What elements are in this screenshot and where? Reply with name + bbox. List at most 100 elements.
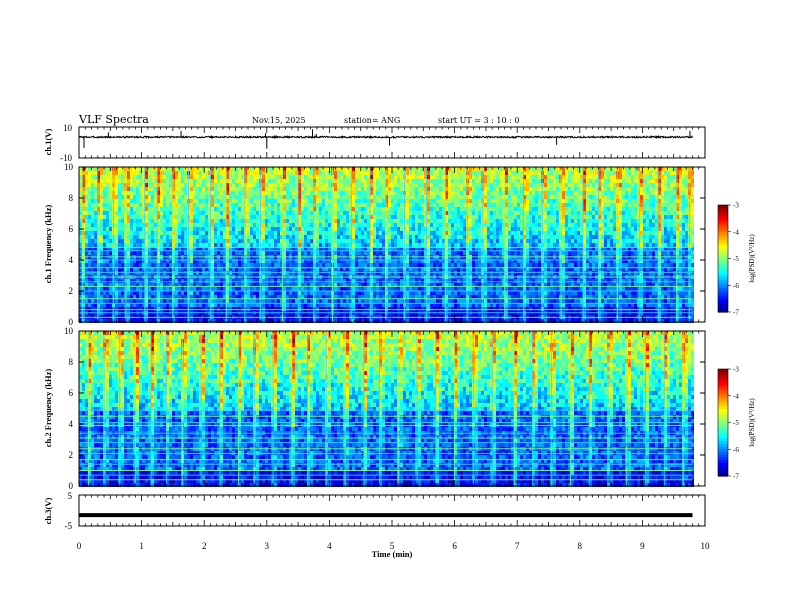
spectrogram-cell (208, 235, 211, 239)
spectrogram-cell (346, 171, 349, 175)
spectrogram-cell (265, 259, 268, 263)
spectrogram-cell (223, 319, 226, 323)
spectrogram-cell (436, 175, 439, 179)
spectrogram-cell (373, 191, 376, 195)
spectrogram-cell (229, 299, 232, 303)
spectrogram-cell (127, 319, 130, 323)
spectrogram-cell (130, 247, 133, 251)
spectrogram-cell (412, 259, 415, 263)
spectrogram-cell (130, 211, 133, 215)
spectrogram-cell (385, 215, 388, 219)
spectrogram-cell (364, 263, 367, 267)
spectrogram-cell (334, 179, 337, 183)
spectrogram-cell (370, 227, 373, 231)
spectrogram-cell (451, 183, 454, 187)
spectrogram-cell (355, 259, 358, 263)
spectrogram-cell (169, 263, 172, 267)
spectrogram-cell (103, 175, 106, 179)
spectrogram-cell (445, 243, 448, 247)
spectrogram-cell (139, 187, 142, 191)
spectrogram-cell (337, 263, 340, 267)
spectrogram-cell (316, 175, 319, 179)
spectrogram-cell (346, 243, 349, 247)
spectrogram-cell (346, 303, 349, 307)
spectrogram-cell (244, 179, 247, 183)
spectrogram-cell (382, 195, 385, 199)
spectrogram-cell (79, 295, 82, 299)
spectrogram-cell (427, 167, 430, 171)
spectrogram-cell (448, 247, 451, 251)
spectrogram-cell (175, 187, 178, 191)
spectrogram-cell (211, 187, 214, 191)
spectrogram-cell (442, 291, 445, 295)
spectrogram-cell (427, 239, 430, 243)
spectrogram-cell (205, 287, 208, 291)
spectrogram-cell (352, 303, 355, 307)
spectrogram-cell (367, 251, 370, 255)
spectrogram-cell (154, 231, 157, 235)
spectrogram-cell (457, 259, 460, 263)
spectrogram-cell (418, 207, 421, 211)
spectrogram-cell (277, 243, 280, 247)
spectrogram-cell (334, 243, 337, 247)
spectrogram-cell (361, 199, 364, 203)
spectrogram-cell (460, 207, 463, 211)
spectrogram-cell (268, 223, 271, 227)
spectrogram-cell (436, 267, 439, 271)
spectrogram-cell (145, 235, 148, 239)
spectrogram-cell (289, 267, 292, 271)
spectrogram-cell (436, 251, 439, 255)
spectrogram-cell (430, 211, 433, 215)
spectrogram-cell (103, 243, 106, 247)
spectrogram-cell (454, 271, 457, 275)
spectrogram-cell (361, 271, 364, 275)
spectrogram-cell (280, 271, 283, 275)
spectrogram-cell (391, 295, 394, 299)
spectrogram-cell (382, 263, 385, 267)
spectrogram-cell (106, 239, 109, 243)
spectrogram-cell (256, 303, 259, 307)
spectrogram-cell (388, 239, 391, 243)
spectrogram-cell (244, 227, 247, 231)
spectrogram-cell (91, 223, 94, 227)
spectrogram-cell (301, 279, 304, 283)
spectrogram-cell (283, 239, 286, 243)
spectrogram-cell (352, 223, 355, 227)
spectrogram-cell (205, 231, 208, 235)
spectrogram-cell (163, 239, 166, 243)
spectrogram-cell (397, 303, 400, 307)
spectrogram-cell (358, 307, 361, 311)
spectrogram-cell (334, 287, 337, 291)
spectrogram-cell (433, 231, 436, 235)
spectrogram-cell (340, 295, 343, 299)
spectrogram-cell (373, 287, 376, 291)
spectrogram-cell (178, 187, 181, 191)
spectrogram-cell (82, 199, 85, 203)
spectrogram-cell (340, 167, 343, 171)
spectrogram-cell (382, 219, 385, 223)
spectrogram-cell (352, 235, 355, 239)
spectrogram-cell (133, 251, 136, 255)
spectrogram-cell (304, 267, 307, 271)
spectrogram-cell (133, 223, 136, 227)
spectrogram-cell (94, 279, 97, 283)
spectrogram-cell (121, 279, 124, 283)
spectrogram-cell (154, 319, 157, 323)
spectrogram-cell (184, 211, 187, 215)
spectrogram-cell (325, 195, 328, 199)
spectrogram-cell (319, 271, 322, 275)
spectrogram-cell (88, 195, 91, 199)
spectrogram-cell (361, 179, 364, 183)
spectrogram-cell (283, 299, 286, 303)
spectrogram-cell (163, 215, 166, 219)
spectrogram-cell (193, 287, 196, 291)
spectrogram-cell (373, 171, 376, 175)
spectrogram-cell (370, 299, 373, 303)
spectrogram-cell (394, 319, 397, 323)
spectrogram-cell (94, 259, 97, 263)
spectrogram-cell (199, 167, 202, 171)
spectrogram-cell (193, 167, 196, 171)
spectrogram-cell (301, 259, 304, 263)
spectrogram-cell (298, 203, 301, 207)
spectrogram-cell (145, 199, 148, 203)
